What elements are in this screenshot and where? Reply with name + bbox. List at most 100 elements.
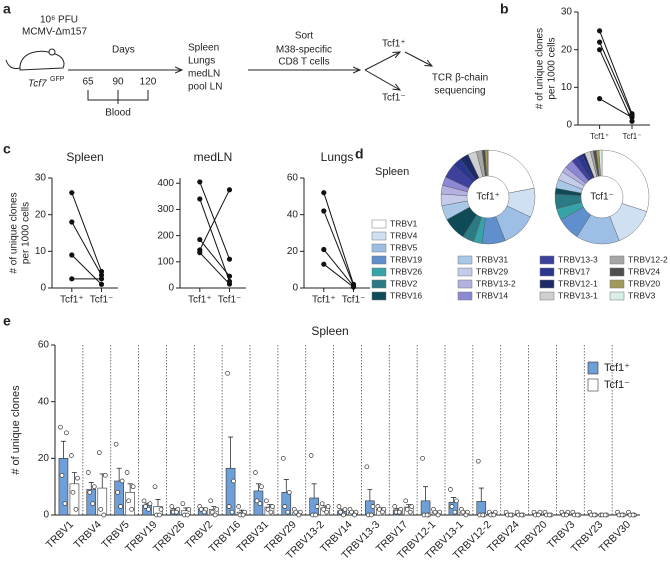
- point: [432, 509, 438, 515]
- point: [73, 506, 79, 512]
- point: [475, 458, 481, 464]
- y-tick-label: 0: [168, 283, 174, 294]
- y-tick-label: 40: [38, 396, 50, 407]
- error-bar: [60, 440, 66, 459]
- point: [113, 441, 119, 447]
- point: [201, 509, 207, 515]
- point: [321, 208, 327, 214]
- y-tick-label: 30: [561, 7, 573, 18]
- point: [342, 506, 348, 512]
- point: [420, 455, 425, 461]
- point: [119, 478, 125, 484]
- legend-label: TRBV13-2: [476, 278, 516, 288]
- point: [364, 464, 370, 470]
- legend-label: TRBV24: [628, 266, 660, 276]
- legend-label: TRBV20: [628, 278, 660, 288]
- point: [69, 190, 75, 196]
- y-axis-label: # of unique clones: [10, 385, 22, 475]
- point: [480, 512, 486, 518]
- y-tick-label: 40: [287, 209, 299, 220]
- point: [403, 498, 409, 504]
- point: [180, 501, 186, 507]
- point: [186, 506, 192, 512]
- point: [231, 478, 236, 484]
- point: [69, 276, 75, 282]
- point: [321, 506, 326, 512]
- pair-line: [323, 192, 354, 285]
- point: [115, 489, 120, 495]
- y-tick-label: 60: [287, 173, 299, 184]
- point: [454, 498, 459, 504]
- pair-line: [599, 30, 633, 114]
- infection-virus: MCMV-Δm157: [22, 27, 87, 38]
- point: [91, 484, 97, 490]
- legend-label: TRBV29: [476, 266, 508, 276]
- point: [96, 450, 102, 456]
- point: [98, 276, 105, 282]
- point: [460, 509, 466, 515]
- split-arrow: [364, 52, 400, 71]
- chart-title: Spleen: [311, 324, 348, 338]
- day: 65: [82, 77, 94, 88]
- legend-swatch: [371, 219, 387, 229]
- days-label: Days: [112, 45, 135, 56]
- y-axis-label: # of unique clones: [9, 192, 20, 273]
- point: [463, 512, 469, 518]
- point: [198, 506, 204, 512]
- sort-label: Sort: [295, 31, 314, 42]
- point: [449, 504, 455, 509]
- y-tick-label: 10: [35, 246, 47, 257]
- mouse-tail: [5, 59, 21, 69]
- point: [409, 504, 415, 509]
- point: [452, 509, 458, 515]
- point: [62, 501, 68, 507]
- point: [85, 470, 91, 475]
- readout: sequencing: [434, 86, 485, 97]
- x-tick-label: TRBV1: [44, 518, 77, 551]
- point: [369, 512, 374, 518]
- point: [212, 512, 218, 518]
- donut-segment: [601, 149, 650, 212]
- point: [69, 219, 75, 225]
- point: [424, 512, 430, 518]
- legend-label: TRBV13-3: [558, 254, 598, 264]
- sort-target: M38-specific: [276, 45, 332, 56]
- pair-line: [599, 98, 633, 118]
- legend-label: Tcf1⁺: [604, 362, 630, 374]
- error-bar: [311, 483, 317, 498]
- point: [265, 506, 271, 512]
- point: [296, 512, 302, 518]
- legend-label: TRBV4: [390, 230, 418, 240]
- panel-a: 10⁶ PFU MCMV-Δm157 Tcf7 GFP Days 65 90 1…: [5, 15, 488, 119]
- pair-line: [71, 192, 102, 272]
- bar: [114, 480, 124, 516]
- point: [407, 509, 413, 515]
- legend-swatch: [539, 267, 555, 277]
- point: [226, 504, 232, 509]
- sort-target: CD8 T cells: [278, 57, 329, 68]
- point: [259, 484, 264, 490]
- legend-label: TRBV5: [390, 242, 418, 252]
- point: [270, 504, 275, 509]
- point: [352, 512, 357, 518]
- pair-line: [199, 189, 230, 251]
- point: [575, 512, 580, 518]
- organ: medLN: [188, 69, 220, 80]
- legend-label: TRBV12-1: [558, 278, 598, 288]
- point: [370, 504, 376, 509]
- error-bar: [88, 482, 94, 490]
- panel-label: c: [3, 141, 11, 157]
- x-tick-label: TRBV4: [71, 518, 104, 551]
- point: [282, 504, 288, 509]
- point: [169, 504, 175, 509]
- point: [341, 512, 346, 518]
- point: [208, 498, 214, 504]
- point: [591, 512, 597, 518]
- point: [98, 272, 105, 278]
- point: [124, 470, 130, 475]
- point: [147, 501, 153, 507]
- error-bar: [211, 506, 217, 510]
- error-bar: [423, 486, 429, 501]
- point: [185, 512, 190, 518]
